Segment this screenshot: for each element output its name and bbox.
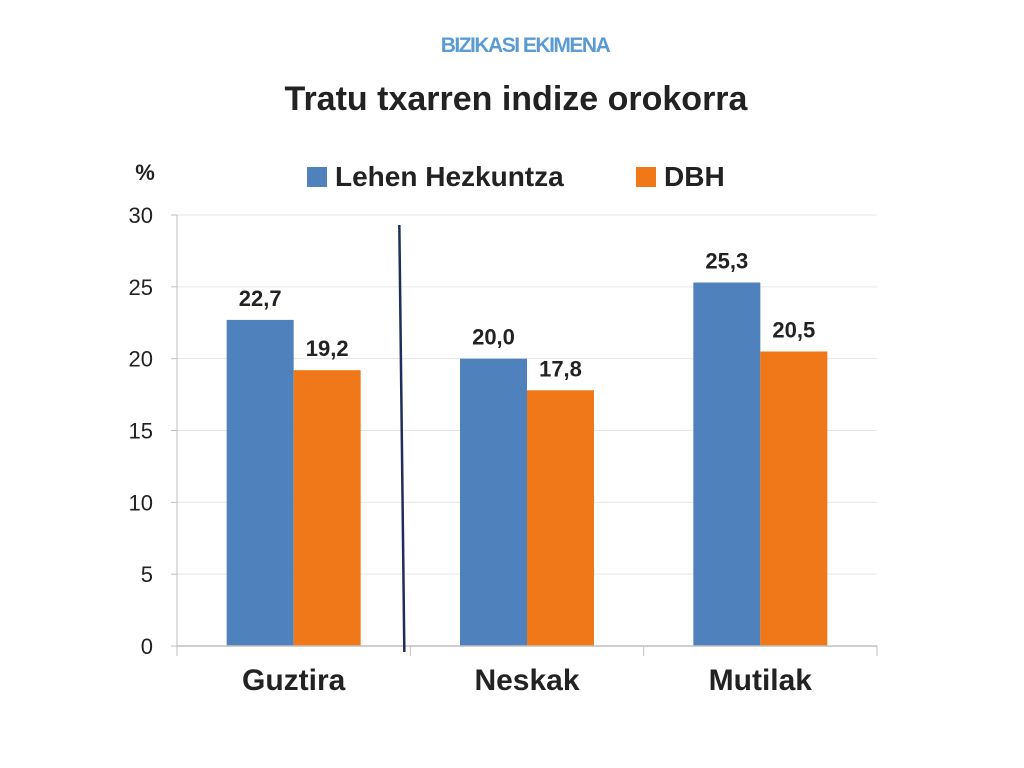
legend-label: Lehen Hezkuntza bbox=[335, 161, 564, 192]
data-labels: 22,7 19,2 20,0 17,8 25,3 20,5 bbox=[239, 249, 815, 382]
y-tick-label: 25 bbox=[129, 275, 153, 300]
x-axis bbox=[176, 645, 878, 656]
data-label: 22,7 bbox=[239, 286, 282, 311]
category-label: Mutilak bbox=[709, 664, 813, 697]
y-tick-label: 20 bbox=[129, 347, 153, 372]
legend-swatch bbox=[307, 167, 327, 187]
category-divider-line bbox=[398, 224, 406, 653]
y-axis-ticks: 0 5 10 15 20 25 30 bbox=[129, 203, 178, 659]
bar-lehen-hezkuntza bbox=[693, 282, 761, 646]
data-label: 20,0 bbox=[472, 325, 515, 350]
category-label: Guztira bbox=[242, 664, 346, 697]
bars bbox=[226, 282, 828, 646]
legend-swatch bbox=[636, 167, 656, 187]
data-label: 25,3 bbox=[705, 249, 748, 274]
bar-lehen-hezkuntza bbox=[460, 358, 527, 646]
bar-dbh bbox=[527, 390, 594, 646]
y-tick-label: 5 bbox=[141, 562, 153, 587]
bar-dbh bbox=[760, 351, 828, 646]
y-tick-label: 10 bbox=[129, 490, 153, 515]
x-axis-category-labels: Guztira Neskak Mutilak bbox=[242, 664, 812, 697]
legend-label: DBH bbox=[664, 161, 725, 192]
bar-dbh bbox=[293, 370, 361, 646]
data-label: 17,8 bbox=[539, 356, 582, 381]
bar-lehen-hezkuntza bbox=[226, 319, 294, 646]
category-label: Neskak bbox=[474, 664, 579, 697]
y-tick-label: 15 bbox=[129, 419, 153, 444]
y-tick-label: 30 bbox=[129, 203, 153, 228]
y-axis-unit-label: % bbox=[135, 160, 155, 185]
y-tick-label: 0 bbox=[141, 634, 153, 659]
data-label: 20,5 bbox=[772, 317, 815, 342]
chart-title: Tratu txarren indize orokorra bbox=[284, 80, 748, 118]
divider bbox=[398, 224, 406, 653]
supertitle: BIZIKASI EKIMENA bbox=[440, 34, 611, 57]
legend: Lehen Hezkuntza DBH bbox=[307, 161, 725, 192]
data-label: 19,2 bbox=[306, 336, 349, 361]
